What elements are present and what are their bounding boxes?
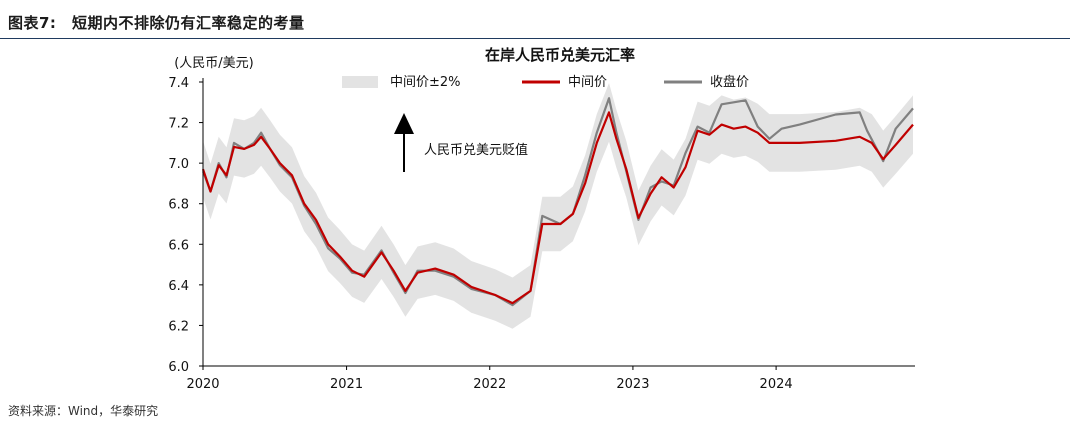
depreciation-annotation: 人民币兑美元贬值 bbox=[394, 113, 528, 172]
y-tick-label: 7.2 bbox=[168, 117, 189, 132]
figure-header: 图表7: 短期内不排除仍有汇率稳定的考量 bbox=[0, 0, 1070, 39]
legend-close-label: 收盘价 bbox=[710, 74, 749, 90]
y-tick-label: 7.4 bbox=[168, 76, 189, 91]
series-close-line bbox=[201, 97, 914, 307]
figure-title: 短期内不排除仍有汇率稳定的考量 bbox=[72, 14, 305, 32]
legend-mid-label: 中间价 bbox=[568, 75, 607, 90]
annotation-arrow-head bbox=[394, 113, 414, 134]
legend-band-label: 中间价±2% bbox=[390, 75, 461, 90]
legend-band-swatch bbox=[342, 76, 378, 88]
band-area bbox=[203, 83, 913, 329]
source-note: 资料来源：Wind，华泰研究 bbox=[8, 404, 159, 418]
series-mid-line bbox=[201, 111, 914, 305]
y-tick-label: 6.4 bbox=[168, 279, 189, 294]
y-axis-label: (人民币/美元) bbox=[174, 56, 254, 71]
x-tick-label: 2022 bbox=[473, 377, 506, 392]
y-tick-label: 7.0 bbox=[168, 157, 189, 172]
chart-title: 在岸人民币兑美元汇率 bbox=[485, 46, 635, 64]
x-tick-label: 2023 bbox=[616, 377, 649, 392]
y-tick-label: 6.0 bbox=[168, 360, 189, 375]
x-tick-label: 2020 bbox=[186, 377, 219, 392]
y-tick-label: 6.8 bbox=[168, 198, 189, 213]
figure-label: 图表7: bbox=[8, 14, 57, 32]
x-tick-label: 2021 bbox=[330, 377, 363, 392]
chart-container: 在岸人民币兑美元汇率 (人民币/美元) 中间价±2% 中间价 收盘价 6.0 6.… bbox=[0, 38, 1080, 400]
y-tick-label: 6.2 bbox=[168, 319, 189, 334]
x-tick-label: 2024 bbox=[760, 377, 793, 392]
legend: 中间价±2% 中间价 收盘价 bbox=[342, 74, 749, 90]
exchange-rate-chart: 在岸人民币兑美元汇率 (人民币/美元) 中间价±2% 中间价 收盘价 6.0 6.… bbox=[168, 46, 915, 392]
annotation-text: 人民币兑美元贬值 bbox=[424, 142, 528, 158]
y-tick-label: 6.6 bbox=[168, 238, 189, 253]
